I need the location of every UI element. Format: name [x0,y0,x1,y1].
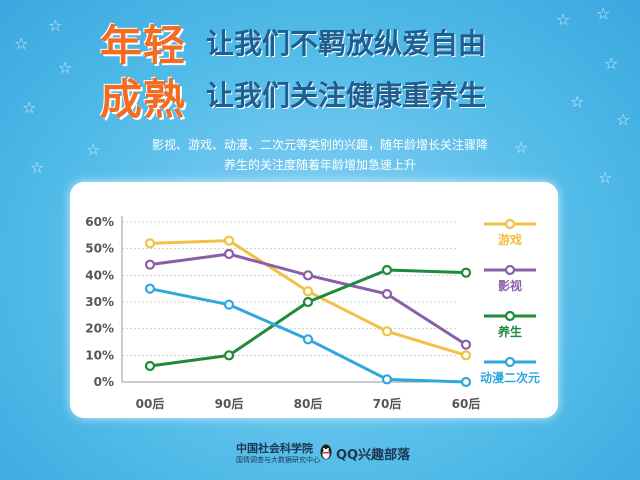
star-icon: ☆ [22,98,37,117]
legend-swatch-marker [504,264,516,276]
qq-brand: QQ兴趣部落 [336,448,411,463]
data-point [223,235,235,246]
data-point [460,376,472,388]
legend-swatch-marker [504,310,516,322]
star-icon: ☆ [556,10,571,29]
legend-label: 影视 [498,278,522,293]
y-tick-label: 0% [94,375,114,389]
headline: 年轻 让我们不羁放纵爱自由 成熟 让我们关注健康重养生 [100,12,560,124]
line-chart: 0% 10% 20% 30% 40% 50% 60% 00后 90后 80后 70后 60后 游戏影视养… [85,215,540,411]
org-subtitle: 国情调查与大数据研究中心 [236,456,320,464]
x-tick-label: 70后 [373,396,402,411]
star-icon: ☆ [58,58,73,77]
x-tick-label: 00后 [136,396,165,411]
org-name: 中国社会科学院 [236,442,313,455]
qq-penguin-icon [320,444,332,460]
data-point [144,283,156,294]
star-icon: ☆ [616,110,631,129]
legend-label: 动漫二次元 [480,370,540,385]
data-point [381,264,393,276]
star-icon: ☆ [30,158,45,177]
star-icon: ☆ [514,138,529,157]
data-point [460,267,472,278]
legend-swatch-marker [504,356,516,368]
data-point [144,259,156,270]
star-icon: ☆ [86,140,101,159]
headline-mature-slogan: 让我们关注健康重养生 [206,79,487,112]
series-line [149,268,467,368]
data-point [223,350,235,361]
data-point [223,299,235,310]
y-tick-label: 50% [85,242,114,256]
star-icon: ☆ [604,54,619,73]
legend-label: 养生 [497,324,522,339]
data-point [302,334,314,345]
star-icon: ☆ [596,4,611,23]
headline-mature: 成熟 [100,75,187,124]
x-tick-label: 80后 [294,396,323,411]
y-tick-label: 20% [85,322,114,336]
legend-swatch-marker [504,218,516,230]
data-point [381,288,393,300]
star-icon: ☆ [48,16,63,35]
data-point [223,248,235,260]
headline-young: 年轻 [100,21,187,70]
legend-label: 游戏 [498,232,522,247]
x-tick-label: 90后 [215,396,244,411]
data-point [302,296,314,308]
chart-panel: 0% 10% 20% 30% 40% 50% 60% 00后 90后 80后 70后 60后 游戏影视养… [70,182,558,418]
data-point [302,270,314,281]
y-tick-label: 10% [85,348,114,362]
star-icon: ☆ [14,34,29,53]
data-point [144,360,156,372]
data-point [381,326,393,337]
data-point [302,286,314,297]
x-tick-label: 60后 [452,396,481,411]
star-icon: ☆ [570,92,585,111]
data-point [460,339,472,350]
star-icon: ☆ [598,168,613,187]
description-line-1: 影视、游戏、动漫、二次元等类别的兴趣，随年龄增长关注骤降 [151,138,488,152]
data-point [460,350,472,361]
data-point [381,374,393,385]
footer: 中国社会科学院 国情调查与大数据研究中心 QQ兴趣部落 [0,440,640,470]
headline-young-slogan: 让我们不羁放纵爱自由 [206,27,487,60]
y-tick-label: 40% [85,268,114,282]
y-tick-label: 60% [85,215,114,229]
y-tick-label: 30% [85,295,114,309]
description-line-2: 养生的关注度随着年龄增加急速上升 [223,158,416,172]
data-point [144,238,156,249]
